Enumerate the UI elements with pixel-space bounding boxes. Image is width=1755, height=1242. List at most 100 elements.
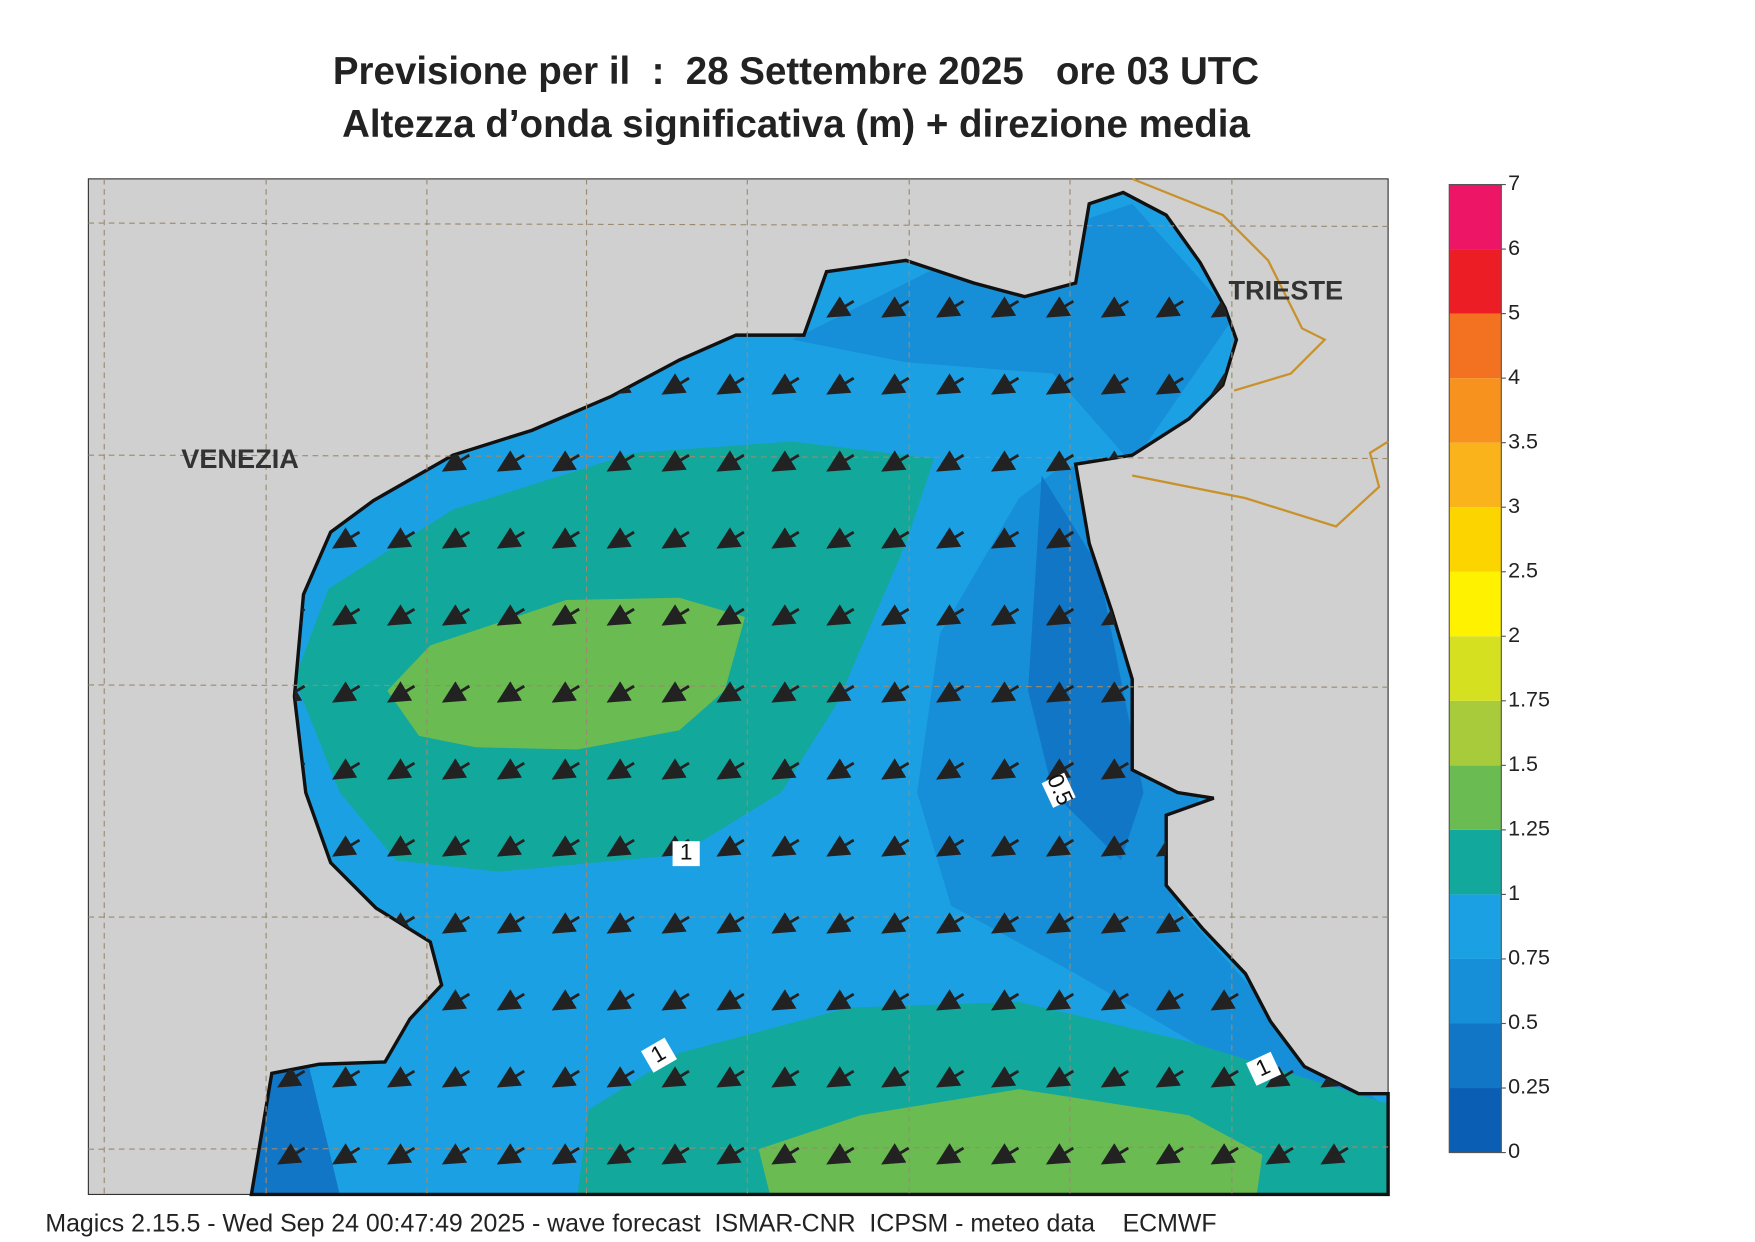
colorbar-box	[1449, 571, 1502, 637]
arrow	[716, 527, 745, 549]
colorbar-box	[1449, 636, 1502, 701]
colorbar-box	[1449, 184, 1502, 250]
arrow	[990, 450, 1020, 472]
arrow	[1045, 758, 1075, 780]
arrow	[716, 835, 745, 857]
arrow	[826, 912, 855, 934]
arrow	[1045, 604, 1075, 626]
colorbar-label: 3.5	[1508, 429, 1538, 453]
arrow	[277, 1143, 306, 1165]
arrow	[1045, 989, 1075, 1011]
zone	[387, 597, 746, 750]
arrow	[441, 681, 471, 703]
arrow	[551, 989, 580, 1011]
arrow	[661, 912, 690, 934]
arrow	[1045, 527, 1075, 549]
arrow	[826, 835, 855, 857]
colorbar-label: 4	[1508, 365, 1520, 389]
arrow	[1155, 1066, 1184, 1088]
arrow	[332, 1143, 361, 1165]
arrow	[716, 1066, 745, 1088]
arrow	[496, 1143, 525, 1165]
colorbar-box	[1449, 378, 1502, 443]
arrow	[881, 758, 910, 780]
arrow	[661, 604, 690, 626]
arrow	[881, 989, 910, 1011]
colorbar-label: 0.25	[1508, 1075, 1550, 1099]
arrow	[990, 527, 1020, 549]
arrow	[441, 989, 471, 1011]
arrow	[1210, 1143, 1239, 1165]
arrow	[936, 912, 965, 934]
label-box	[1041, 772, 1076, 808]
colorbar-box	[1449, 1088, 1502, 1153]
arrow	[936, 450, 965, 472]
arrow	[1100, 758, 1130, 780]
arrow	[936, 758, 965, 780]
arrow	[332, 835, 361, 857]
colorbar-label: 3	[1508, 494, 1520, 518]
colorbar-box	[1449, 1023, 1502, 1089]
arrow	[551, 758, 580, 780]
arrow	[441, 527, 471, 549]
contour-label: 1	[1245, 1051, 1282, 1086]
arrow	[1265, 1143, 1294, 1165]
colorbar-box	[1449, 894, 1502, 959]
colorbar-label: 1.25	[1508, 817, 1550, 841]
arrow	[881, 912, 910, 934]
arrow	[936, 604, 965, 626]
arrow	[1045, 835, 1075, 857]
arrow	[1045, 681, 1075, 703]
colorbar-label: 5	[1508, 300, 1520, 324]
arrow	[386, 1143, 416, 1165]
colorbar-label: 2.5	[1508, 558, 1538, 582]
arrow	[441, 1066, 471, 1088]
arrow	[332, 604, 361, 626]
arrow	[1320, 1143, 1349, 1165]
arrow	[826, 989, 855, 1011]
arrow	[990, 373, 1020, 395]
arrow	[386, 604, 416, 626]
arrow	[386, 681, 416, 703]
arrow	[496, 450, 525, 472]
arrow	[881, 604, 910, 626]
arrow	[1100, 681, 1130, 703]
arrow	[881, 1143, 910, 1165]
arrow	[661, 758, 690, 780]
arrow	[1045, 1143, 1075, 1165]
arrow	[1155, 296, 1184, 318]
colorbar-box	[1449, 249, 1502, 314]
arrow	[332, 527, 361, 549]
place-label: TRIESTE	[1228, 274, 1343, 305]
arrow	[771, 1066, 800, 1088]
colorbar-box	[1449, 507, 1502, 572]
arrow	[990, 604, 1020, 626]
arrow	[881, 450, 910, 472]
arrow	[496, 604, 525, 626]
arrow	[716, 450, 745, 472]
contour-label: 1	[640, 1037, 677, 1073]
label-box	[640, 1037, 677, 1073]
arrow	[661, 1066, 690, 1088]
arrow	[1265, 1066, 1294, 1088]
arrow	[990, 912, 1020, 934]
place-label: VENEZIA	[181, 443, 299, 474]
contour-value: 1	[680, 840, 693, 865]
arrow	[716, 373, 745, 395]
arrow	[1210, 989, 1239, 1011]
arrow	[826, 1066, 855, 1088]
arrow	[606, 604, 635, 626]
arrow	[716, 758, 745, 780]
arrow	[1100, 989, 1130, 1011]
arrow	[441, 912, 471, 934]
arrow	[1155, 1143, 1184, 1165]
arrow	[990, 1066, 1020, 1088]
arrow	[990, 681, 1020, 703]
arrow	[936, 681, 965, 703]
arrow	[716, 1143, 745, 1165]
arrow	[1155, 989, 1184, 1011]
arrow	[990, 1143, 1020, 1165]
arrow	[716, 681, 745, 703]
arrow	[771, 450, 800, 472]
